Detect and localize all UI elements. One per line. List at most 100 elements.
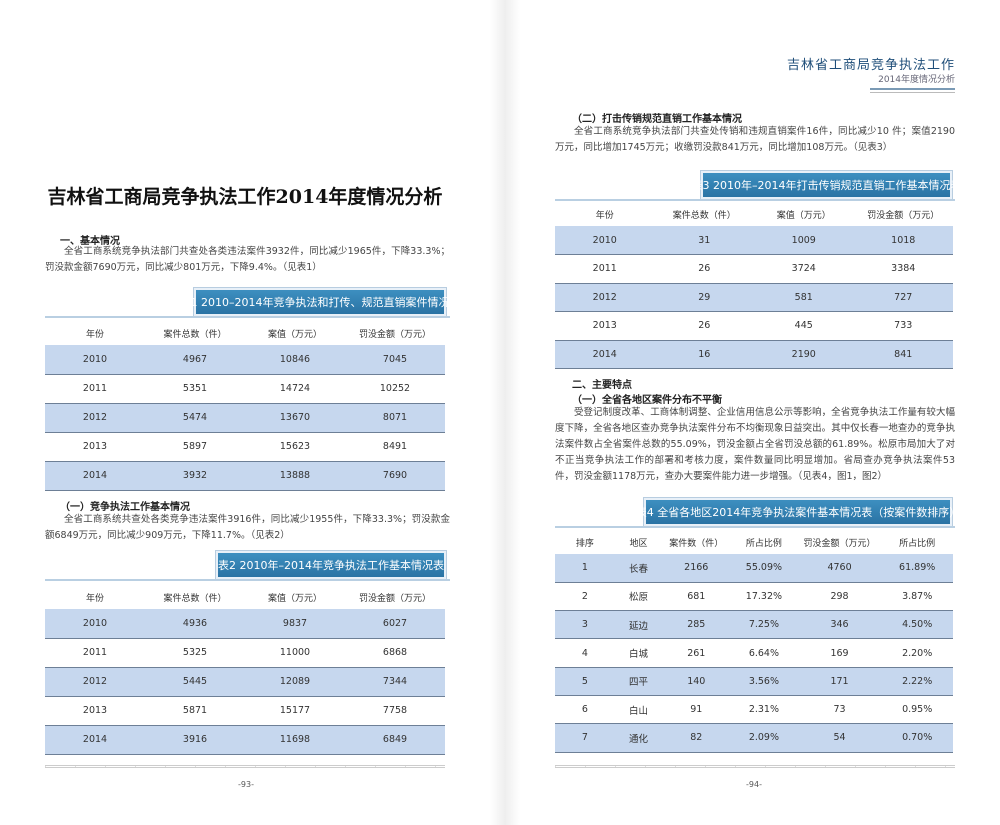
table-cell: 5897 [145,432,245,462]
table-cell: 31 [654,226,754,255]
table-header-row: 年份 案件总数（件） 案值（万元） 罚没金额（万元） [555,202,953,226]
table-cell: 1009 [754,226,854,255]
table-4: 排序 地区 案件数（件） 所占比例 罚没金额（万元） 所占比例 1 长春 2166 55.09% 4… [555,530,953,753]
caption-rule [45,579,450,581]
table-cell: 61.89% [881,554,953,583]
column-header: 罚没金额（万元） [358,329,431,340]
table-row: 2010 4967 10846 7045 [45,345,445,375]
table-cell: 298 [797,582,882,612]
table-cell: 17.32% [730,582,798,612]
table-cell: 0.95% [881,695,953,725]
running-header-title: 吉林省工商局竞争执法工作 [786,58,955,73]
table-row: 2010 31 1009 1018 [555,226,953,255]
table-cell: 2012 [45,403,145,433]
table-cell: 2010 [45,345,145,375]
table-cell: 6 [555,695,615,725]
table-cell: 5445 [145,667,245,697]
table-caption: 表4 全省各地区2014年竞争执法案件基本情况表（按案件数排序） [636,497,960,527]
table-row: 2012 5445 12089 7344 [45,667,445,697]
table-cell: 581 [754,283,854,312]
table-cell: 4967 [145,345,245,375]
paragraph: 全省工商系统竞争执法部门共查处各类违法案件3932件，同比减少1965件，下降3… [45,246,450,273]
table-cell: 13888 [245,461,345,491]
table-cell: 7344 [345,667,445,697]
table-cell: 169 [797,638,882,668]
column-header: 年份 [85,593,104,604]
subsection-heading: （一）全省各地区案件分布不平衡 [572,395,722,406]
column-header: 年份 [595,210,614,221]
table-cell: 7 [555,723,615,753]
running-header-subtitle: 2014年度情况分析 [878,75,955,85]
table-cell: 6868 [345,638,445,668]
table-cell: 6849 [345,725,445,755]
table-cell: 四平 [614,667,663,696]
table-cell: 7.25% [730,610,798,640]
column-header: 所占比例 [745,538,782,549]
column-header: 排序 [575,538,594,549]
table-row: 3 延边 285 7.25% 346 4.50% [555,610,953,640]
table-row: 2011 5351 14724 10252 [45,374,445,404]
table-row: 2012 29 581 727 [555,283,953,312]
table-row: 1 长春 2166 55.09% 4760 61.89% [555,554,953,583]
footer-rule [45,765,445,768]
table-cell: 16 [654,340,754,369]
table-cell: 3916 [145,725,245,755]
table-cell: 2014 [45,461,145,491]
table-cell: 12089 [245,667,345,697]
table-row: 2014 16 2190 841 [555,340,953,369]
table-cell: 长春 [614,554,663,583]
table-cell: 15623 [245,432,345,462]
column-header: 案件总数（件） [163,329,227,340]
footer-rule [555,765,955,768]
table-row: 2014 3916 11698 6849 [45,725,445,755]
subsection-heading: （二）打击传销规范直销工作基本情况 [572,114,742,125]
table-cell: 2011 [45,374,145,404]
table-caption: 表3 2010年–2014年打击传销规范直销工作基本情况表 [692,170,962,200]
table-cell: 2013 [555,311,655,341]
table-row: 4 白城 261 6.64% 169 2.20% [555,638,953,668]
table-cell: 2.22% [881,667,953,696]
table-cell: 延边 [614,610,663,640]
table-cell: 82 [662,723,731,753]
table-cell: 松原 [614,582,663,612]
table-cell: 26 [654,254,754,284]
column-header: 案值（万元） [267,329,322,340]
table-row: 2011 26 3724 3384 [555,254,953,284]
column-header: 罚没金额（万元） [867,210,940,221]
table-cell: 11000 [245,638,345,668]
caption-rule [45,316,450,318]
table-cell: 2166 [662,554,731,583]
table-cell: 727 [853,283,953,312]
table-cell: 2014 [45,725,145,755]
table-cell: 2.09% [730,723,798,753]
column-header: 案值（万元） [776,210,831,221]
table-cell: 3.87% [881,582,953,612]
table-cell: 11698 [245,725,345,755]
caption-text: 表4 全省各地区2014年竞争执法案件基本情况表（按案件数排序） [636,500,960,524]
table-cell: 140 [662,667,731,696]
caption-text: 表3 2010年–2014年打击传销规范直销工作基本情况表 [692,173,962,197]
table-cell: 3 [555,610,615,640]
column-header: 年份 [85,329,104,340]
table-cell: 13670 [245,403,345,433]
table-cell: 4760 [797,554,882,583]
caption-text: 表1 2010–2014年竞争执法和打传、规范直销案件情况表 [180,290,461,314]
table-cell: 681 [662,582,731,612]
column-header: 案件数（件） [669,538,724,549]
table-3: 年份 案件总数（件） 案值（万元） 罚没金额（万元） 2010 31 1009 1018 201… [555,202,953,369]
column-header: 地区 [629,538,648,549]
table-cell: 2013 [45,432,145,462]
table-cell: 2010 [555,226,655,255]
column-header: 罚没金额（万元） [358,593,431,604]
table-cell: 5474 [145,403,245,433]
table-cell: 8071 [345,403,445,433]
table-row: 2012 5474 13670 8071 [45,403,445,433]
caption-rule [555,199,955,201]
table-cell: 4936 [145,609,245,639]
table-header-row: 年份 案件总数（件） 案值（万元） 罚没金额（万元） [45,585,445,609]
table-row: 2014 3932 13888 7690 [45,461,445,491]
caption-text: 表2 2010年–2014年竞争执法工作基本情况表 [218,553,444,577]
table-row: 7 通化 82 2.09% 54 0.70% [555,723,953,753]
table-cell: 3932 [145,461,245,491]
table-cell: 6027 [345,609,445,639]
